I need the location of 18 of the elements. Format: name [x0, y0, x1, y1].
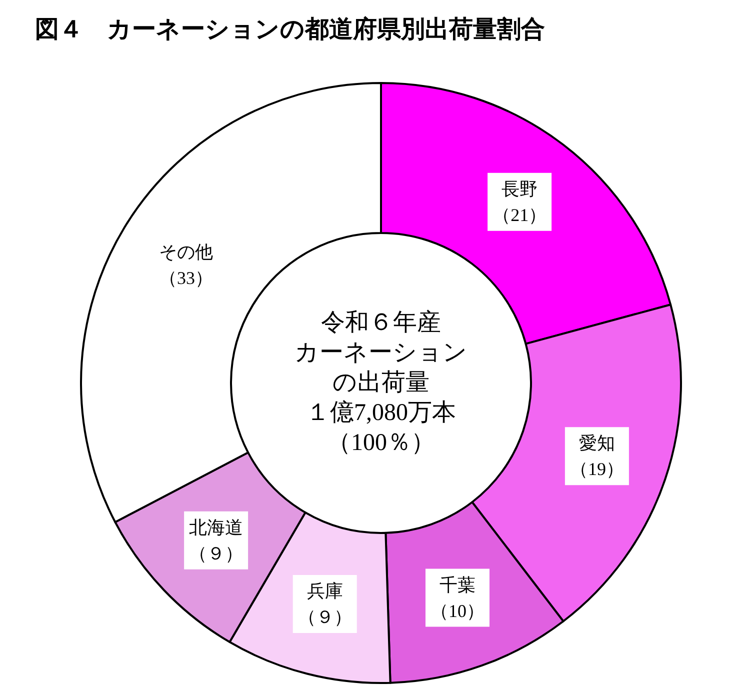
data-label: （33） [158, 268, 213, 288]
text: の出荷量 [332, 370, 430, 396]
slice-label: 長野 [502, 178, 538, 199]
slice-label: 千葉 [440, 574, 476, 595]
slice-label: 兵庫 [306, 580, 343, 601]
text: カーネーション [294, 340, 468, 366]
text: １億7,080万本 [306, 399, 456, 426]
data-label: （９） [189, 543, 244, 564]
slice-label: 愛知 [578, 433, 615, 454]
chart-title: 図４ カーネーションの都道府県別出荷量割合 [35, 15, 545, 43]
data-label: （19） [570, 459, 624, 480]
text: 令和６年産 [321, 309, 441, 336]
data-label: （９） [298, 606, 352, 627]
data-label: （10） [430, 600, 484, 621]
text: （100％） [327, 430, 435, 456]
slice-label: その他 [158, 242, 213, 262]
slice-label: 北海道 [189, 517, 244, 538]
data-label: （21） [492, 204, 547, 225]
